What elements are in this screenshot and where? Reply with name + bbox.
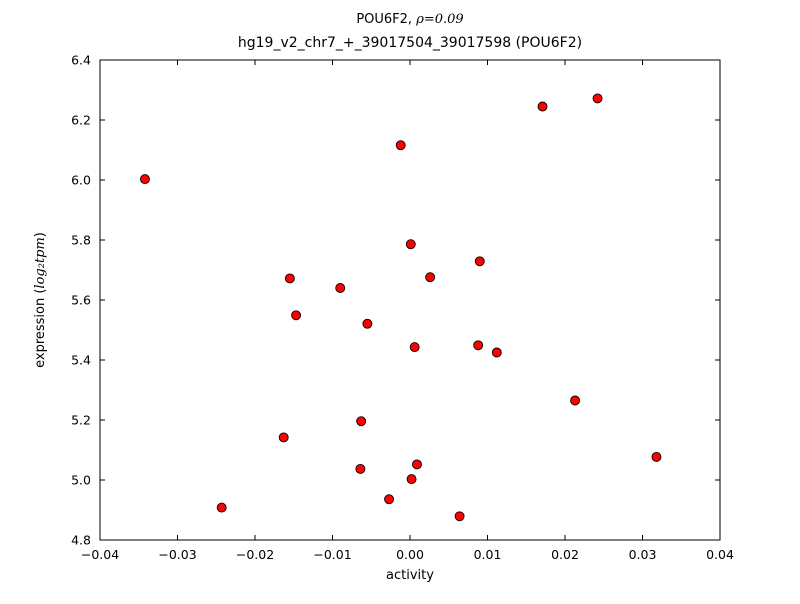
data-point bbox=[425, 272, 436, 283]
y-tick-label: 4.8 bbox=[71, 533, 91, 548]
data-point bbox=[291, 310, 302, 321]
data-point bbox=[362, 318, 373, 329]
x-tick-label: −0.03 bbox=[158, 547, 196, 562]
data-point bbox=[284, 273, 295, 284]
data-point bbox=[651, 451, 662, 462]
x-tick-label: 0.02 bbox=[551, 547, 579, 562]
chart-title-rho: ρ=0.09 bbox=[415, 12, 463, 27]
data-point bbox=[384, 494, 395, 505]
data-point bbox=[570, 395, 581, 406]
x-tick-label: −0.01 bbox=[313, 547, 351, 562]
x-axis-label: activity bbox=[386, 568, 434, 583]
data-point bbox=[139, 174, 150, 185]
data-point bbox=[395, 140, 406, 151]
data-point bbox=[355, 463, 366, 474]
data-point bbox=[454, 511, 465, 522]
data-point bbox=[592, 93, 603, 104]
y-tick-label: 5.0 bbox=[71, 473, 91, 488]
data-point bbox=[335, 283, 346, 293]
chart-title-gene: POU6F2, bbox=[356, 12, 416, 27]
axis-ticks: −0.04 −0.03 −0.02 −0.01 0.00 0.01 0.02 0.03 0.04… bbox=[71, 53, 734, 563]
y-tick-label: 5.6 bbox=[71, 293, 91, 308]
chart-title-line2: hg19_v2_chr7_+_39017504_39017598 (POU6F2… bbox=[238, 35, 582, 51]
y-tick-label: 6.0 bbox=[71, 173, 91, 188]
data-point bbox=[278, 432, 289, 443]
data-point bbox=[216, 502, 227, 513]
y-axis-label-math: log₂tpm bbox=[33, 237, 48, 288]
y-tick-label: 5.4 bbox=[71, 353, 91, 368]
y-axis-label: expression (log₂tpm) bbox=[33, 232, 48, 368]
data-points bbox=[139, 93, 662, 522]
x-tick-label: 0.00 bbox=[396, 547, 424, 562]
x-tick-label: −0.02 bbox=[236, 547, 274, 562]
data-point bbox=[412, 459, 422, 470]
x-tick-label: 0.04 bbox=[706, 547, 734, 562]
y-tick-label: 5.2 bbox=[71, 413, 91, 428]
y-tick-label: 6.2 bbox=[71, 113, 91, 128]
x-tick-label: 0.03 bbox=[629, 547, 657, 562]
x-tick-label: 0.01 bbox=[474, 547, 502, 562]
y-tick-label: 5.8 bbox=[71, 233, 91, 248]
data-point bbox=[405, 239, 416, 250]
x-tick-label: −0.04 bbox=[81, 547, 119, 562]
chart-title-line1: POU6F2, ρ=0.09 bbox=[356, 12, 463, 27]
data-point bbox=[491, 347, 502, 358]
data-point bbox=[409, 342, 420, 353]
data-point bbox=[473, 340, 484, 351]
data-point bbox=[474, 256, 485, 267]
plot-area bbox=[99, 59, 721, 541]
data-point bbox=[406, 474, 417, 485]
y-axis-label-suffix: ) bbox=[33, 232, 48, 237]
data-point bbox=[356, 416, 367, 427]
y-tick-label: 6.4 bbox=[71, 53, 91, 68]
data-point bbox=[537, 101, 548, 112]
y-axis-label-prefix: expression ( bbox=[33, 289, 48, 368]
